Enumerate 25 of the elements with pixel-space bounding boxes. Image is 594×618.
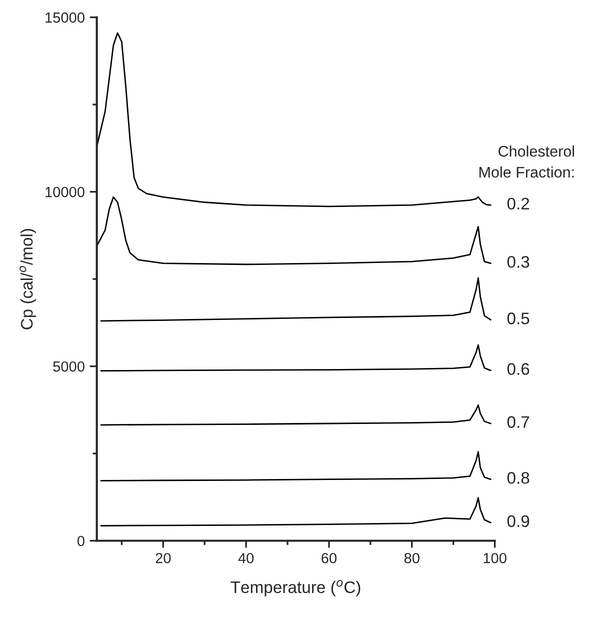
- x-tick-label: 60: [322, 552, 337, 564]
- line-series: [100, 277, 492, 322]
- y-tick-label: 5000: [53, 361, 84, 372]
- series-label: 0.6: [507, 363, 530, 375]
- x-tick-label: 40: [238, 552, 254, 564]
- series-label: 0.9: [507, 515, 530, 528]
- series-label: 0.3: [507, 256, 530, 268]
- line-series: [100, 497, 492, 526]
- legend-title: Cholesterol Mole Fraction:: [480, 145, 574, 178]
- line-series: [100, 344, 492, 372]
- y-tick-label: 10000: [46, 186, 84, 198]
- series-label: 0.8: [507, 472, 530, 484]
- x-tick-label: 100: [484, 552, 506, 564]
- line-series: [96, 196, 492, 266]
- series-label: 0.7: [507, 416, 530, 428]
- x-tick-label: 80: [404, 552, 420, 564]
- x-tick-label: 20: [156, 552, 171, 564]
- x-axis-title: Temperature ($^{o}$C): [230, 580, 360, 596]
- line-series: [100, 404, 492, 426]
- y-axis-title: Cp (cal/$^{o}$/mol): [20, 229, 36, 330]
- line-series: [100, 451, 492, 482]
- series-label: 0.2: [507, 198, 530, 210]
- y-tick-label: 15000: [46, 12, 84, 23]
- y-tick-label: 0: [77, 536, 84, 546]
- series-label: 0.5: [507, 312, 530, 324]
